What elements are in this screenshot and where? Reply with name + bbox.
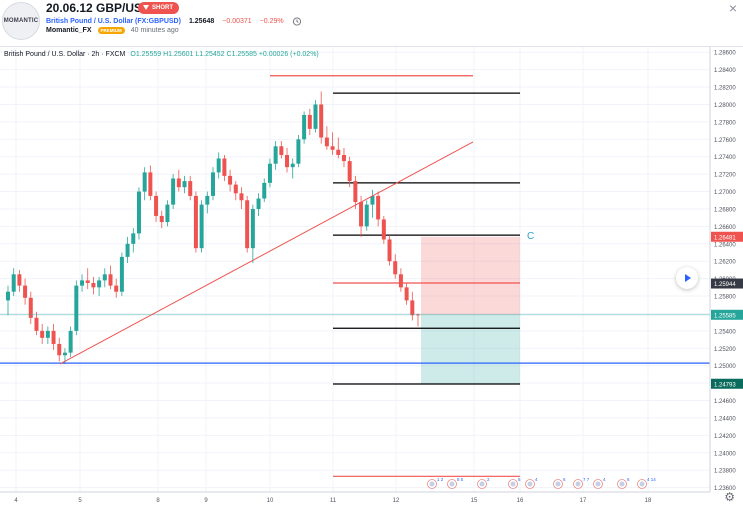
author-avatar[interactable]: MOMANTIC bbox=[2, 2, 40, 40]
short-badge: SHORT bbox=[138, 2, 179, 14]
author-row: Momantic_FX PREMIUM 40 minutes ago bbox=[46, 27, 179, 34]
symbol-price: 1.25648 bbox=[188, 17, 215, 25]
symbol-link[interactable]: British Pound / U.S. Dollar (FX:GBPUSD) bbox=[46, 17, 181, 25]
close-icon[interactable]: × bbox=[728, 0, 737, 16]
author-name[interactable]: Momantic_FX bbox=[46, 27, 92, 34]
gear-icon[interactable]: ⚙ bbox=[724, 490, 735, 504]
avatar-logo-text: MOMANTIC bbox=[3, 18, 39, 24]
legend-ohlc: O1.25559 H1.25601 L1.25452 C1.25585 +0.0… bbox=[130, 51, 319, 58]
play-replay-button[interactable] bbox=[676, 267, 698, 289]
symbol-row: British Pound / U.S. Dollar (FX:GBPUSD) … bbox=[46, 16, 302, 26]
legend-symbol: British Pound / U.S. Dollar · 2h · FXCM bbox=[4, 51, 126, 58]
alert-clock-icon[interactable] bbox=[292, 16, 302, 26]
chart-legend: British Pound / U.S. Dollar · 2h · FXCM … bbox=[4, 51, 319, 58]
publish-time: 40 minutes ago bbox=[130, 27, 179, 34]
chart-panel[interactable] bbox=[0, 46, 743, 506]
premium-badge: PREMIUM bbox=[97, 27, 125, 34]
symbol-change: −0.00371 bbox=[222, 17, 252, 25]
idea-title: 20.06.12 GBP/USD bbox=[46, 1, 151, 15]
symbol-change-pct: −0.29% bbox=[259, 17, 284, 25]
wave-label-c: C bbox=[527, 231, 535, 242]
